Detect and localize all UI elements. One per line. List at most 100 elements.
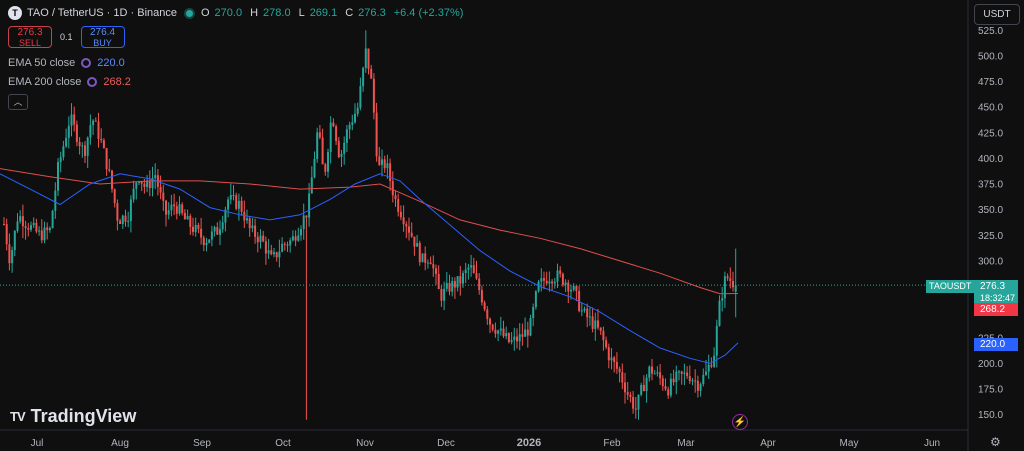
candle-body xyxy=(686,372,689,377)
candle-body xyxy=(132,188,135,200)
candle-body xyxy=(248,218,251,229)
candle-body xyxy=(721,298,724,301)
candle-body xyxy=(418,243,421,263)
candle-body xyxy=(105,148,108,170)
candle-body xyxy=(586,308,589,318)
buy-button[interactable]: 276.4 BUY xyxy=(80,26,125,48)
candle-body xyxy=(553,281,556,284)
candle-body xyxy=(78,141,81,147)
candle-body xyxy=(24,226,27,228)
candle-body xyxy=(575,285,578,291)
candle-body xyxy=(54,190,57,211)
trade-panel: 276.3 SELL 0.1 276.4 BUY xyxy=(8,26,125,48)
symbol-title[interactable]: TAO / TetherUS · 1D · Binance xyxy=(27,7,177,19)
candle-body xyxy=(459,276,462,284)
candle-body xyxy=(13,230,16,251)
x-tick-label: Nov xyxy=(356,438,374,449)
candle-body xyxy=(440,289,443,301)
x-tick-label: Dec xyxy=(437,438,455,449)
candle-body xyxy=(570,289,572,292)
candle-body xyxy=(19,216,22,222)
sell-price: 276.3 xyxy=(17,27,43,38)
ema50-line xyxy=(0,173,739,364)
candle-body xyxy=(656,372,659,374)
candle-body xyxy=(537,281,540,292)
candle-body xyxy=(545,280,548,284)
candle-body xyxy=(505,333,508,337)
candle-body xyxy=(437,273,440,290)
candle-body xyxy=(35,222,38,232)
candle-body xyxy=(732,280,734,288)
candle-body xyxy=(197,224,200,229)
candle-body xyxy=(183,213,186,220)
x-tick-label: Jun xyxy=(924,438,940,449)
last-price-label: 276.3 xyxy=(974,280,1018,293)
y-tick-label: 150.0 xyxy=(978,410,1003,421)
candle-body xyxy=(100,138,103,141)
y-tick-label: 200.0 xyxy=(978,359,1003,370)
candle-body xyxy=(502,328,505,337)
indicator-settings-icon[interactable] xyxy=(81,58,92,68)
indicator-settings-icon[interactable] xyxy=(87,77,98,87)
x-tick-label: 2026 xyxy=(517,437,541,449)
candle-body xyxy=(51,210,54,228)
candle-body xyxy=(57,162,59,191)
indicator-ema50[interactable]: EMA 50 close 220.0 xyxy=(8,57,125,69)
chevron-up-icon[interactable]: ︿ xyxy=(8,94,28,110)
candle-body xyxy=(327,151,329,172)
candle-body xyxy=(391,181,394,196)
close-key: C xyxy=(345,7,354,19)
candle-body xyxy=(532,306,535,318)
candle-body xyxy=(216,227,219,235)
candle-body xyxy=(116,203,119,221)
candle-body xyxy=(59,157,62,163)
candle-body xyxy=(688,376,691,382)
candle-body xyxy=(97,121,100,139)
candle-body xyxy=(491,324,494,330)
candle-body xyxy=(451,281,454,292)
candle-body xyxy=(251,225,254,229)
ema200-price-label: 268.2 xyxy=(974,303,1018,316)
candle-body xyxy=(229,195,232,200)
candle-body xyxy=(43,227,46,241)
candle-body xyxy=(424,253,427,263)
candle-body xyxy=(321,137,324,165)
order-quantity[interactable]: 0.1 xyxy=(60,32,73,42)
candle-body xyxy=(89,125,92,138)
currency-selector[interactable]: USDT xyxy=(974,4,1020,25)
candle-body xyxy=(237,200,240,209)
candle-body xyxy=(354,113,356,123)
indicator-ema200[interactable]: EMA 200 close 268.2 xyxy=(8,76,131,88)
candle-body xyxy=(699,384,702,391)
candle-body xyxy=(421,253,424,263)
candle-body xyxy=(632,396,635,409)
candle-body xyxy=(46,227,49,231)
gear-icon[interactable]: ⚙ xyxy=(990,435,1001,449)
candle-body xyxy=(324,164,327,172)
candle-body xyxy=(67,125,70,138)
candle-body xyxy=(135,182,138,189)
candle-body xyxy=(383,159,386,169)
candle-body xyxy=(313,159,316,178)
candle-body xyxy=(291,236,294,241)
candle-body xyxy=(702,374,705,385)
ema200-line xyxy=(0,168,739,295)
sell-button[interactable]: 276.3 SELL xyxy=(8,26,52,48)
candle-body xyxy=(221,222,224,230)
candle-body xyxy=(651,366,653,374)
candle-body xyxy=(121,215,124,225)
candle-body xyxy=(70,114,73,126)
candle-body xyxy=(435,268,437,274)
candle-body xyxy=(464,269,467,274)
candle-body xyxy=(264,241,267,254)
y-tick-label: 425.0 xyxy=(978,128,1003,139)
y-tick-label: 400.0 xyxy=(978,154,1003,165)
lightning-icon[interactable]: ⚡ xyxy=(732,414,748,430)
close-value: 276.3 xyxy=(358,7,386,19)
candle-body xyxy=(426,262,429,264)
candle-body xyxy=(329,122,332,152)
candle-body xyxy=(462,273,464,284)
tradingview-watermark[interactable]: TV TradingView xyxy=(10,406,136,427)
candle-body xyxy=(729,278,732,281)
